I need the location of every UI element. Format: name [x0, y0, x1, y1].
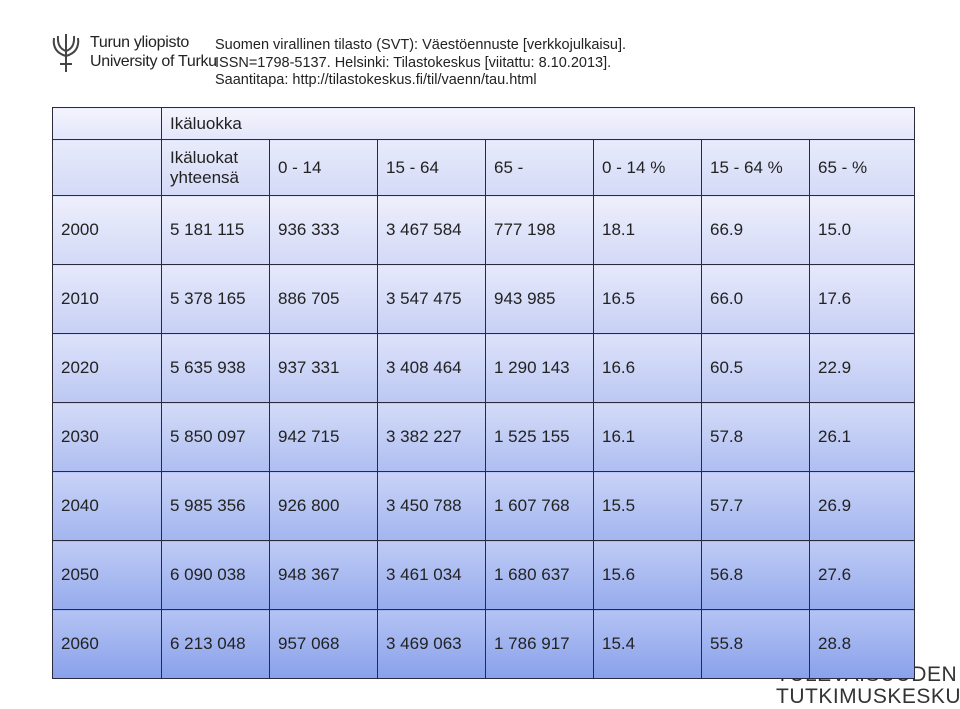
data-row: 2030 5 850 097 942 715 3 382 227 1 525 155 16… — [52, 402, 915, 472]
value-cell: 57.7 — [701, 471, 810, 541]
value-cell: 5 378 165 — [161, 264, 270, 334]
year-cell: 2010 — [52, 264, 162, 334]
logo-emblem — [52, 34, 80, 72]
value-cell: 886 705 — [269, 264, 378, 334]
column-header: Ikäluokat yhteensä — [161, 139, 270, 196]
footer-line: TUTKIMUSKESKUS — [776, 685, 960, 708]
value-cell: 3 461 034 — [377, 540, 486, 610]
header-cell — [52, 107, 162, 140]
source-text: Suomen virallinen tilasto (SVT): Väestöe… — [215, 37, 626, 90]
column-header: 65 - % — [809, 139, 915, 196]
value-cell: 937 331 — [269, 333, 378, 403]
logo-line: University of Turku — [90, 53, 217, 70]
value-cell: 3 408 464 — [377, 333, 486, 403]
column-header: 0 - 14 — [269, 139, 378, 196]
value-cell: 943 985 — [485, 264, 594, 334]
value-cell: 3 382 227 — [377, 402, 486, 472]
data-row: 2040 5 985 356 926 800 3 450 788 1 607 768 15… — [52, 471, 915, 541]
value-cell: 3 467 584 — [377, 195, 486, 265]
source-line: ISSN=1798-5137. Helsinki: Tilastokeskus … — [215, 54, 612, 71]
column-header: 15 - 64 % — [701, 139, 810, 196]
source-line: Suomen virallinen tilasto (SVT): Väestöe… — [215, 37, 627, 53]
data-row: 2060 6 213 048 957 068 3 469 063 1 786 917 15… — [52, 609, 915, 679]
header-row: Ikäluokat yhteensä 0 - 14 15 - 64 65 -0 - 1… — [52, 139, 915, 196]
year-cell: 2000 — [52, 195, 162, 265]
source-line: Saantitapa: http://tilastokeskus.fi/til/… — [215, 72, 537, 88]
year-cell: 2020 — [52, 333, 162, 403]
logo: Turun yliopisto University of Turku — [48, 32, 217, 79]
value-cell: 6 213 048 — [161, 609, 270, 679]
year-cell: 2060 — [52, 609, 162, 679]
year-cell: 2030 — [52, 402, 162, 472]
value-cell: 5 850 097 — [161, 402, 270, 472]
data-row: 2020 5 635 938 937 331 3 408 464 1 290 143 16… — [52, 333, 915, 403]
value-cell: 15.0 — [809, 195, 915, 265]
value-cell: 57.8 — [701, 402, 810, 472]
value-cell: 16.6 — [593, 333, 702, 403]
logo-line: Turun yliopisto — [90, 34, 189, 51]
column-header: 65 - — [485, 139, 594, 196]
value-cell: 26.1 — [809, 402, 915, 472]
value-cell: 1 525 155 — [485, 402, 594, 472]
value-cell: 15.5 — [593, 471, 702, 541]
value-cell: 1 786 917 — [485, 609, 594, 679]
data-row: 2050 6 090 038 948 367 3 461 034 1 680 637 15… — [52, 540, 915, 610]
value-cell: 15.4 — [593, 609, 702, 679]
value-cell: 55.8 — [701, 609, 810, 679]
value-cell: 1 680 637 — [485, 540, 594, 610]
value-cell: 18.1 — [593, 195, 702, 265]
value-cell: 948 367 — [269, 540, 378, 610]
value-cell: 16.1 — [593, 402, 702, 472]
value-cell: 26.9 — [809, 471, 915, 541]
value-cell: 926 800 — [269, 471, 378, 541]
value-cell: 5 635 938 — [161, 333, 270, 403]
value-cell: 66.9 — [701, 195, 810, 265]
value-cell: 22.9 — [809, 333, 915, 403]
data-table: Ikäluokka Ikäluokat yhteensä 0 - 14 15 - 64… — [52, 107, 915, 679]
value-cell: 5 985 356 — [161, 471, 270, 541]
header-row: Ikäluokka — [52, 107, 915, 140]
year-cell: 2050 — [52, 540, 162, 610]
value-cell: 5 181 115 — [161, 195, 270, 265]
value-cell: 28.8 — [809, 609, 915, 679]
value-cell: 3 547 475 — [377, 264, 486, 334]
column-header: 0 - 14 % — [593, 139, 702, 196]
value-cell: 56.8 — [701, 540, 810, 610]
data-row: 2010 5 378 165 886 705 3 547 475 943 985 16.5… — [52, 264, 915, 334]
value-cell: 942 715 — [269, 402, 378, 472]
data-row: 2000 5 181 115 936 333 3 467 584 777 198 18.1… — [52, 195, 915, 265]
value-cell: 16.5 — [593, 264, 702, 334]
value-cell: 6 090 038 — [161, 540, 270, 610]
value-cell: 3 469 063 — [377, 609, 486, 679]
value-cell: 3 450 788 — [377, 471, 486, 541]
value-cell: 936 333 — [269, 195, 378, 265]
column-header: 15 - 64 — [377, 139, 486, 196]
group-header: Ikäluokka — [161, 107, 915, 140]
year-cell: 2040 — [52, 471, 162, 541]
value-cell: 60.5 — [701, 333, 810, 403]
header-cell — [52, 139, 162, 196]
value-cell: 777 198 — [485, 195, 594, 265]
value-cell: 1 607 768 — [485, 471, 594, 541]
value-cell: 27.6 — [809, 540, 915, 610]
value-cell: 1 290 143 — [485, 333, 594, 403]
value-cell: 957 068 — [269, 609, 378, 679]
value-cell: 15.6 — [593, 540, 702, 610]
value-cell: 17.6 — [809, 264, 915, 334]
value-cell: 66.0 — [701, 264, 810, 334]
